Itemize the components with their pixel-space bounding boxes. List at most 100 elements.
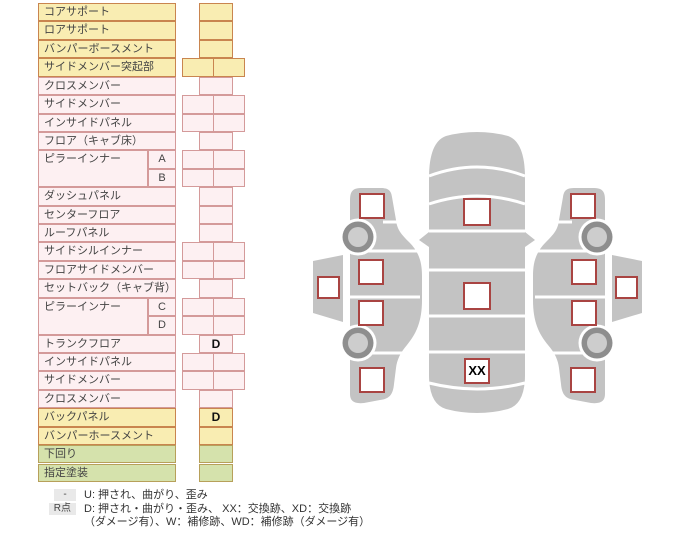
table-row: フロア（キャブ床） (38, 131, 250, 151)
legend-row-cont: （ダメージ有）、W：補修跡、WD：補修跡（ダメージ有） (38, 516, 478, 530)
row-label: トランクフロア (38, 334, 176, 353)
marker-right-front-fender[interactable] (570, 193, 596, 219)
legend: - U: 押され、曲がり、歪み R点 D: 押され・曲がり・歪み、 XX：交換跡… (38, 489, 478, 530)
damage-cell[interactable] (199, 426, 233, 446)
damage-cell[interactable] (213, 95, 245, 114)
damage-cell[interactable] (199, 76, 233, 96)
damage-cell[interactable]: D (199, 408, 233, 427)
table-row: センターフロア (38, 205, 250, 225)
table-row: ロアサポート (38, 21, 250, 40)
table-row: インサイドパネル (38, 352, 250, 372)
damage-cell[interactable] (199, 187, 233, 206)
damage-cell[interactable] (199, 39, 233, 59)
marker-left-front-fender[interactable] (359, 193, 385, 219)
row-label: バックパネル (38, 408, 176, 427)
row-label: バンパーボースメント (38, 39, 176, 59)
marker-right-rear-fender[interactable] (570, 367, 596, 393)
damage-cell[interactable] (199, 205, 233, 225)
row-label: ロアサポート (38, 21, 176, 40)
row-label: フロアサイドメンバー (38, 260, 176, 280)
legend-text-continued: （ダメージ有）、W：補修跡、WD：補修跡（ダメージ有） (84, 516, 371, 528)
damage-cell[interactable] (199, 21, 233, 40)
legend-key-rten: R点 (48, 502, 76, 515)
marker-right-front-door[interactable] (571, 259, 597, 285)
marker-top-trunk[interactable] (464, 358, 490, 384)
damage-cell[interactable] (213, 150, 245, 169)
trunk-line (428, 381, 526, 391)
row-label: コアサポート (38, 3, 176, 22)
table-row: ダッシュパネル (38, 187, 250, 206)
damage-cell[interactable] (213, 242, 245, 261)
row-label: センターフロア (38, 205, 176, 225)
front-wheel-icon (578, 218, 616, 256)
car-top-body (429, 132, 525, 413)
table-row: バックパネル D (38, 408, 250, 427)
table-row: 下回り (38, 445, 250, 464)
row-label: セットバック（キャブ背） (38, 279, 176, 298)
marker-left-front-door[interactable] (358, 259, 384, 285)
row-label: インサイドパネル (38, 113, 176, 132)
row-label: サイドメンバー (38, 95, 176, 114)
damage-cell[interactable] (213, 371, 245, 390)
marker-top-roof[interactable] (463, 282, 491, 310)
table-row: セットバック（キャブ背） (38, 279, 250, 298)
damage-cell[interactable] (199, 279, 233, 298)
damage-cell[interactable] (199, 224, 233, 243)
car-top-view: XX (419, 132, 535, 413)
table-row: サイドメンバー (38, 95, 250, 114)
marker-left-rear-fender[interactable] (359, 367, 385, 393)
table-row: バンパーホースメント (38, 426, 250, 446)
table-row: 指定塗装 (38, 463, 250, 482)
damage-cell[interactable] (213, 316, 245, 335)
damage-cell[interactable] (199, 131, 233, 151)
damage-cell[interactable] (213, 168, 245, 188)
row-label: クロスメンバー (38, 389, 176, 409)
row-label: フロア（キャブ床） (38, 131, 176, 151)
row-label: ピラーインナー (38, 150, 148, 188)
row-label: サイドメンバー突起部 (38, 58, 176, 77)
cowl-line (428, 194, 526, 206)
legend-text-d: D: 押され・曲がり・歪み、 XX：交換跡、XD：交換跡 (84, 502, 352, 515)
left-mirror-icon (419, 232, 429, 247)
damage-cell[interactable] (213, 58, 245, 77)
damage-cell[interactable] (213, 260, 245, 280)
marker-left-rear-door[interactable] (358, 300, 384, 326)
damage-cell[interactable]: D (199, 334, 233, 353)
front-wheel-icon (339, 218, 377, 256)
damage-cell[interactable] (199, 445, 233, 464)
table-row: コアサポート (38, 3, 250, 22)
table-row: D (38, 316, 250, 335)
marker-left-rocker[interactable] (317, 276, 340, 299)
legend-row-r: R点 D: 押され・曲がり・歪み、 XX：交換跡、XD：交換跡 (38, 502, 478, 517)
damage-cell[interactable] (199, 3, 233, 22)
damage-cell[interactable] (199, 463, 233, 482)
table-row: B (38, 168, 250, 188)
row-sub-label: C (148, 297, 176, 317)
car-left-side-view (313, 188, 422, 404)
right-mirror-icon (525, 232, 535, 247)
marker-right-rocker[interactable] (615, 276, 638, 299)
table-row: ルーフパネル (38, 224, 250, 243)
row-label: インサイドパネル (38, 352, 176, 372)
damage-cell[interactable] (213, 352, 245, 372)
marker-right-rear-door[interactable] (571, 300, 597, 326)
damage-cell[interactable] (199, 389, 233, 409)
hood-line (428, 165, 526, 178)
legend-text-u: U: 押され、曲がり、歪み (84, 489, 208, 501)
damage-cell[interactable] (213, 113, 245, 132)
legend-key-dash: - (54, 489, 76, 501)
row-sub-label: A (148, 150, 176, 169)
table-row: サイドメンバー突起部 (38, 58, 250, 77)
table-row: ピラーインナー A (38, 150, 250, 188)
row-label: バンパーホースメント (38, 426, 176, 446)
row-label: ダッシュパネル (38, 187, 176, 206)
row-label: サイドメンバー (38, 371, 176, 390)
damage-table: コアサポート ロアサポート バンパーボースメント サイドメンバー突起部 クロスメンバーサ… (38, 3, 250, 483)
damage-cell[interactable] (213, 297, 245, 317)
table-row: トランクフロア D (38, 334, 250, 353)
table-row: バンパーボースメント (38, 39, 250, 59)
row-label: クロスメンバー (38, 76, 176, 96)
marker-top-hood[interactable] (463, 198, 491, 226)
rear-wheel-icon (339, 324, 377, 362)
